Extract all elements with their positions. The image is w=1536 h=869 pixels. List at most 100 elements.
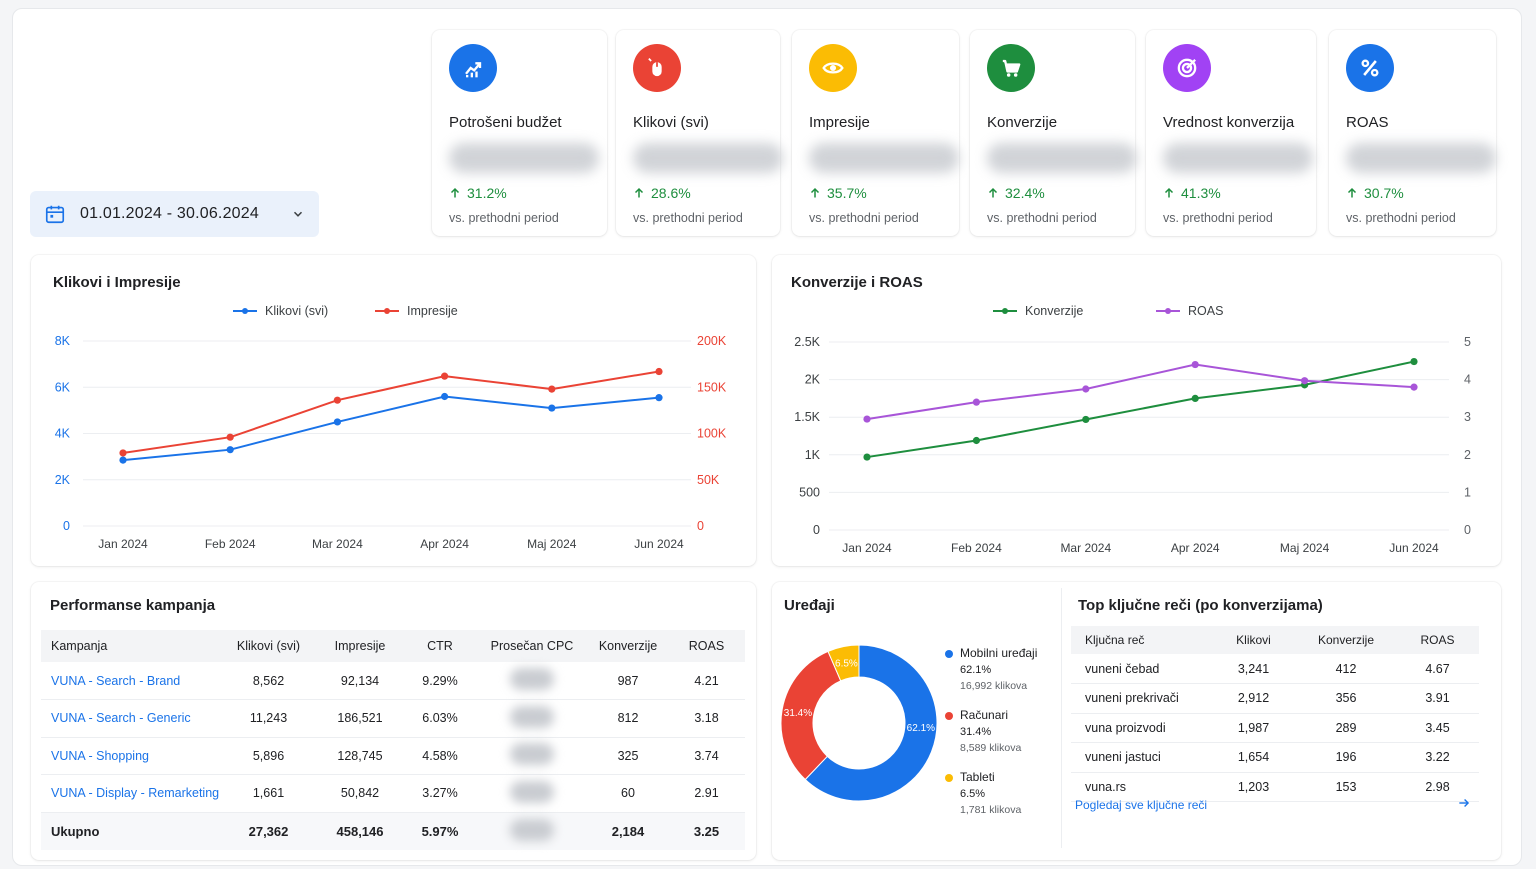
y-right-tick-label: 5	[1464, 335, 1471, 349]
kpi-value-redacted	[1346, 143, 1496, 173]
data-point	[441, 372, 449, 380]
x-tick-label: Feb 2024	[205, 537, 256, 551]
col-ctr[interactable]: CTR	[404, 630, 476, 662]
kpi-subtitle: vs. prethodni period	[449, 211, 559, 225]
cell-cpc-redacted	[476, 699, 588, 738]
campaign-name-link[interactable]: VUNA - Search - Generic	[41, 699, 221, 738]
total-ctr: 5.97%	[404, 812, 476, 850]
cell-clicks: 11,243	[221, 699, 316, 738]
arrow-up-icon	[988, 187, 998, 198]
legend-clicks-label: Klikovi (svi)	[265, 304, 329, 318]
data-point	[1410, 357, 1418, 366]
col-roas[interactable]: ROAS	[668, 630, 745, 662]
kw-conversions-cell: 289	[1296, 713, 1396, 743]
legend-impressions[interactable]: Impresije	[375, 304, 458, 318]
col-avg-cpc[interactable]: Prosečan CPC	[476, 630, 588, 662]
legend-conversions[interactable]: Konverzije	[993, 304, 1083, 318]
kw-clicks-cell: 2,912	[1211, 683, 1296, 714]
top-keywords-panel: Top ključne reči (po konverzijama) Ključ…	[1061, 582, 1501, 860]
campaign-performance-card: Performanse kampanja Kampanja Klikovi (s…	[31, 582, 756, 860]
y-left-tick-label: 4K	[55, 427, 71, 441]
table-row[interactable]: VUNA - Search - Brand 8,562 92,134 9.29%…	[41, 662, 745, 700]
device-tablet-percent: 6.5%	[960, 788, 986, 800]
legend-clicks[interactable]: Klikovi (svi)	[233, 304, 328, 318]
campaign-name-link[interactable]: VUNA - Shopping	[41, 737, 221, 775]
x-tick-label: Apr 2024	[1171, 541, 1220, 555]
table-row[interactable]: VUNA - Display - Remarketing 1,661 50,84…	[41, 774, 745, 813]
kw-roas-cell: 4.67	[1396, 654, 1479, 684]
kpi-card[interactable]: Klikovi (svi) 28.6% vs. prethodni period	[616, 30, 783, 236]
col-keyword[interactable]: Ključna reč	[1071, 626, 1211, 654]
cell-roas: 3.18	[668, 699, 745, 738]
date-range-picker[interactable]: 01.01.2024 - 30.06.2024	[30, 191, 319, 237]
y-left-tick-label: 1.5K	[794, 410, 820, 424]
kpi-change: 30.7%	[1346, 185, 1479, 201]
y-right-tick-label: 1	[1464, 485, 1471, 499]
target-icon	[1163, 44, 1211, 92]
legend-dot-icon	[945, 712, 953, 720]
y-right-tick-label: 2	[1464, 448, 1471, 462]
clicks-impressions-title: Klikovi i Impresije	[53, 274, 181, 291]
campaign-name-link[interactable]: VUNA - Search - Brand	[41, 662, 221, 700]
table-row[interactable]: vuna proizvodi 1,987 289 3.45	[1071, 713, 1479, 743]
x-tick-label: Apr 2024	[420, 537, 469, 551]
kpi-change: 32.4%	[987, 185, 1118, 201]
legend-roas[interactable]: ROAS	[1156, 304, 1223, 318]
cell-ctr: 9.29%	[404, 662, 476, 700]
kpi-card[interactable]: Potrošeni budžet 31.2% vs. prethodni per…	[432, 30, 607, 236]
view-all-keywords-link[interactable]: Pogledaj sve ključne reči	[1075, 798, 1208, 812]
arrow-up-icon	[634, 187, 644, 198]
legend-line-icon	[233, 308, 257, 314]
cell-impressions: 186,521	[316, 699, 404, 738]
device-tablet-count: 1,781 klikova	[960, 804, 1022, 816]
col-kw-conversions[interactable]: Konverzije	[1296, 626, 1396, 654]
series-line	[122, 395, 660, 462]
cell-clicks: 5,896	[221, 737, 316, 775]
kpi-card[interactable]: Impresije 35.7% vs. prethodni period	[792, 30, 959, 236]
legend-line-icon	[1156, 308, 1180, 314]
legend-impressions-label: Impresije	[407, 304, 458, 318]
data-point	[1410, 383, 1418, 391]
col-kw-clicks[interactable]: Klikovi	[1211, 626, 1296, 654]
kw-clicks-cell: 3,241	[1211, 654, 1296, 684]
devices-card: Uređaji 62.1% 31.4% 6.5% Mobilni uređaji 6…	[772, 582, 1501, 860]
table-row[interactable]: vuneni čebad 3,241 412 4.67	[1071, 654, 1479, 684]
table-row[interactable]: vuna.rs 1,203 153 2.98	[1071, 772, 1479, 802]
kw-conversions-cell: 412	[1296, 654, 1396, 684]
table-row[interactable]: VUNA - Search - Generic 11,243 186,521 6…	[41, 699, 745, 738]
x-tick-label: Jan 2024	[98, 537, 148, 551]
series-line	[122, 370, 660, 454]
cell-ctr: 6.03%	[404, 699, 476, 738]
mouse-click-icon	[633, 44, 681, 92]
legend-conversions-label: Konverzije	[1025, 304, 1084, 318]
data-point	[548, 385, 556, 393]
table-row[interactable]: vuneni prekrivači 2,912 356 3.91	[1071, 683, 1479, 714]
kpi-change-value: 35.7%	[827, 185, 867, 201]
device-tablet-label: Tableti	[960, 770, 995, 784]
table-row[interactable]: vuneni jastuci 1,654 196 3.22	[1071, 742, 1479, 773]
table-row[interactable]: VUNA - Shopping 5,896 128,745 4.58% 325 …	[41, 737, 745, 775]
kpi-card[interactable]: Vrednost konverzija 41.3% vs. prethodni …	[1146, 30, 1316, 236]
kpi-title: Potrošeni budžet	[449, 114, 562, 131]
conversions-roas-card: Konverzije i ROAS Konverzije ROAS 0 0 500 1…	[772, 255, 1501, 566]
keyword-cell: vuneni jastuci	[1071, 742, 1211, 773]
data-point	[333, 418, 341, 426]
col-impressions[interactable]: Impresije	[316, 630, 404, 662]
y-right-tick-label: 4	[1464, 373, 1471, 387]
calendar-icon	[45, 205, 65, 224]
col-kw-roas[interactable]: ROAS	[1396, 626, 1479, 654]
campaign-name-link[interactable]: VUNA - Display - Remarketing	[41, 774, 221, 813]
kpi-card[interactable]: Konverzije 32.4% vs. prethodni period	[970, 30, 1137, 236]
kpi-change: 41.3%	[1163, 185, 1299, 201]
kpi-change-value: 28.6%	[651, 185, 691, 201]
data-point	[1301, 377, 1309, 385]
col-clicks[interactable]: Klikovi (svi)	[221, 630, 316, 662]
keywords-table-header: Ključna reč Klikovi Konverzije ROAS	[1071, 626, 1479, 654]
kw-roas-cell: 3.91	[1396, 683, 1479, 714]
col-conversions[interactable]: Konverzije	[588, 630, 668, 662]
y-left-tick-label: 500	[799, 485, 820, 499]
kpi-card[interactable]: ROAS 30.7% vs. prethodni period	[1329, 30, 1496, 236]
col-campaign[interactable]: Kampanja	[41, 630, 221, 662]
arrow-right-icon[interactable]	[1457, 796, 1471, 810]
y-right-tick-label: 100K	[697, 427, 727, 441]
